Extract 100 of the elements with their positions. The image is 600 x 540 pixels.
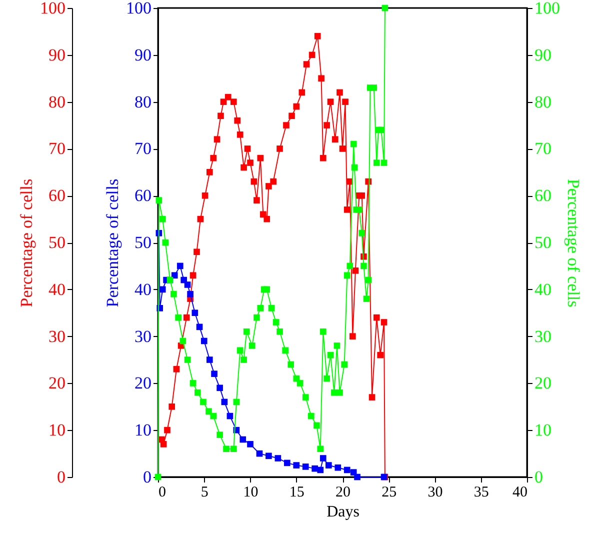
y2-tick-label: 80	[534, 92, 552, 112]
y3-axis-title: Percentage of cells	[17, 178, 36, 308]
point	[332, 136, 338, 142]
point	[276, 146, 283, 152]
y3-tick-label: 70	[48, 139, 66, 158]
point	[247, 441, 254, 448]
point	[196, 324, 203, 330]
y2-tick-label: 70	[534, 139, 552, 158]
point	[183, 314, 190, 321]
y-tick-label: 80	[134, 92, 152, 112]
point	[293, 103, 300, 110]
y-tick-label: 10	[134, 420, 152, 440]
point	[194, 248, 200, 256]
point	[226, 412, 234, 420]
point	[220, 98, 227, 105]
point	[358, 192, 366, 199]
y-tick-label: 0	[143, 468, 152, 486]
y3-tick-label: 90	[48, 45, 66, 64]
y2-tick-label: 40	[534, 280, 552, 299]
x-tick-label: 40	[512, 484, 528, 500]
point	[334, 464, 342, 471]
point	[160, 441, 167, 448]
y-tick-label: 90	[134, 45, 152, 64]
point	[173, 366, 180, 372]
point	[190, 272, 196, 278]
x-tick-label: 30	[428, 484, 443, 500]
point	[240, 164, 247, 171]
y2-tick-label: 0	[534, 468, 543, 486]
point	[171, 272, 178, 278]
point	[234, 117, 240, 124]
y-tick-label: 20	[134, 374, 152, 393]
point	[293, 462, 300, 468]
y2-tick-label: 100	[534, 0, 560, 18]
y2-tick-label: 90	[534, 45, 552, 64]
point	[256, 450, 263, 457]
y2-tick-label: 50	[534, 233, 552, 252]
point	[303, 61, 310, 68]
point	[192, 310, 198, 316]
y3-tick-label: 60	[48, 186, 66, 206]
point	[210, 154, 217, 162]
point	[352, 267, 359, 274]
point	[327, 98, 334, 105]
y3-tick-label: 20	[48, 374, 66, 393]
point	[326, 462, 332, 468]
point	[224, 94, 232, 100]
point	[216, 384, 223, 392]
point	[206, 168, 213, 176]
point	[218, 112, 224, 120]
point	[344, 466, 350, 474]
point	[164, 426, 170, 434]
y-tick-label: 40	[134, 280, 152, 299]
y3-tick-label: 80	[48, 92, 66, 112]
point	[344, 206, 350, 213]
y3-tick-label: 40	[48, 280, 66, 299]
point	[266, 183, 272, 190]
point	[318, 75, 324, 82]
point	[202, 192, 208, 199]
x-tick-label: 35	[474, 484, 489, 500]
y-tick-label: 30	[134, 326, 152, 346]
point	[197, 216, 204, 222]
point	[244, 146, 251, 152]
y2-tick-label: 10	[534, 420, 552, 440]
y3-tick-label: 0	[57, 468, 66, 486]
point	[320, 154, 326, 162]
point	[176, 262, 184, 270]
point	[308, 52, 316, 58]
y2-tick-label: 20	[534, 374, 552, 393]
point	[314, 32, 321, 40]
point	[221, 398, 228, 406]
point	[342, 98, 348, 105]
point	[288, 112, 295, 120]
point	[324, 122, 330, 128]
y2-axis-title: Percentage of cells	[564, 178, 583, 308]
point	[283, 122, 290, 128]
y3-tick-label: 50	[48, 233, 66, 252]
point	[317, 466, 324, 474]
point	[377, 352, 384, 358]
point	[284, 460, 290, 466]
y3-tick-label: 100	[40, 0, 66, 18]
y-tick-label: 100	[126, 0, 152, 18]
point	[230, 98, 237, 105]
x-axis-title: Days	[326, 504, 360, 520]
point	[349, 333, 356, 340]
point	[168, 403, 175, 410]
y3-tick-label: 10	[48, 420, 66, 440]
point	[214, 136, 220, 142]
point	[206, 356, 213, 363]
y-tick-label: 60	[134, 186, 152, 206]
point	[254, 197, 260, 204]
point	[159, 286, 166, 293]
x-tick-label: 25	[382, 484, 397, 500]
point	[187, 290, 194, 298]
point	[274, 455, 282, 462]
y-tick-label: 70	[134, 139, 152, 158]
x-tick-label: 0	[158, 484, 166, 500]
point	[200, 338, 208, 344]
point	[211, 370, 218, 377]
point	[250, 178, 258, 185]
point	[266, 452, 272, 460]
point	[257, 154, 264, 162]
